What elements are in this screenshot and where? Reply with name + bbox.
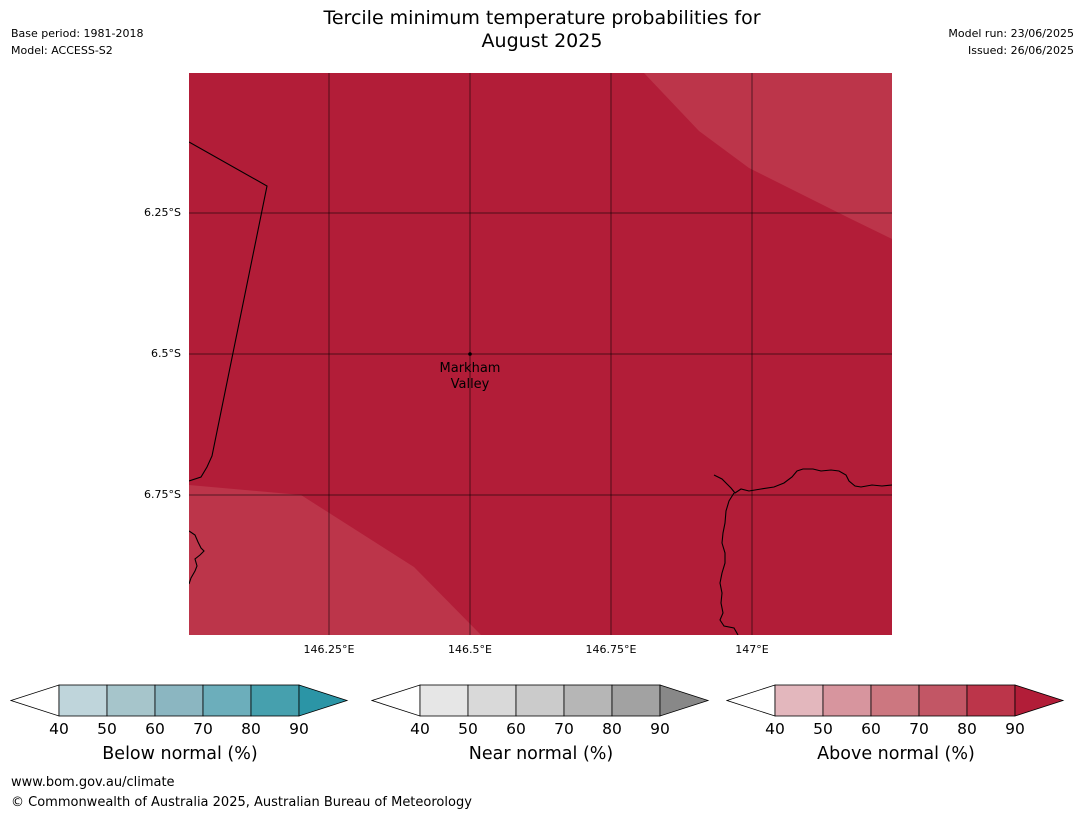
legend-tick-label: 50: [813, 720, 833, 738]
graticule: [189, 73, 892, 635]
legend-above-normal: Above normal (%) 40 50 60 70 80 90: [726, 684, 1066, 774]
legend-title-above-normal: Above normal (%): [817, 744, 975, 764]
colorbar-segment: [563, 684, 613, 717]
colorbar-segment: [106, 684, 156, 717]
colorbar-segment: [419, 684, 469, 717]
colorbar-segment: [966, 684, 1016, 717]
lon-label-146-75: 146.75°E: [585, 643, 637, 656]
colorbar-below-normal: [10, 684, 349, 717]
colorbar-arrow-high: [1014, 684, 1065, 717]
colorbar-arrow-low: [371, 684, 421, 717]
lon-label-146-5: 146.5°E: [448, 643, 492, 656]
province-border: [189, 141, 268, 482]
probability-field-70-80-southwest: [189, 485, 481, 635]
legend-near-normal: Near normal (%) 40 50 60 70 80 90: [371, 684, 711, 774]
lat-label-6-75: 6.75°S: [144, 488, 181, 501]
coastline-east: [713, 468, 892, 494]
metadata-right: Model run: 23/06/2025 Issued: 26/06/2025: [948, 25, 1074, 59]
legend-tick-label: 80: [602, 720, 622, 738]
issued-date: Issued: 26/06/2025: [967, 44, 1074, 57]
legend-tick-label: 90: [289, 720, 309, 738]
legend-tick-label: 40: [765, 720, 785, 738]
legend-tick-label: 70: [909, 720, 929, 738]
lat-label-6-5: 6.5°S: [151, 347, 181, 360]
legend-title-below-normal: Below normal (%): [102, 744, 258, 764]
colorbar-segment: [918, 684, 968, 717]
lon-label-146-25: 146.25°E: [303, 643, 355, 656]
page-title: Tercile minimum temperature probabilitie…: [242, 7, 842, 53]
colorbar-arrow-low: [10, 684, 60, 717]
colorbar-segment: [250, 684, 300, 717]
colorbar-near-normal: [371, 684, 710, 717]
legend-tick-label: 60: [861, 720, 881, 738]
legend-tick-label: 70: [193, 720, 213, 738]
model-run: Model run: 23/06/2025: [948, 27, 1074, 40]
title-line-2: August 2025: [481, 30, 603, 52]
title-line-1: Tercile minimum temperature probabilitie…: [323, 7, 761, 29]
coastlines-borders: [189, 141, 892, 635]
colorbar-arrow-high: [298, 684, 349, 717]
footer-copyright: © Commonwealth of Australia 2025, Austra…: [11, 795, 472, 810]
legend-tick-label: 40: [410, 720, 430, 738]
colorbar-segment: [870, 684, 920, 717]
place-label-line-1: Markham: [440, 361, 501, 376]
colorbar-segment: [467, 684, 517, 717]
coastline-river: [719, 492, 739, 635]
colorbar-segment: [58, 684, 108, 717]
legend-tick-label: 70: [554, 720, 574, 738]
footer-website: www.bom.gov.au/climate: [11, 775, 175, 790]
colorbar-segment: [822, 684, 872, 717]
legend-tick-label: 80: [957, 720, 977, 738]
colorbar-segment: [515, 684, 565, 717]
probability-field-70-80-northeast: [644, 73, 892, 239]
map-svg: Markham Valley: [189, 73, 892, 635]
legend-title-near-normal: Near normal (%): [468, 744, 614, 764]
legend-tick-label: 40: [49, 720, 69, 738]
lon-label-147: 147°E: [735, 643, 769, 656]
colorbar-segment: [611, 684, 661, 717]
model-name: Model: ACCESS-S2: [11, 44, 113, 57]
legend-tick-label: 50: [458, 720, 478, 738]
legend-tick-label: 90: [1005, 720, 1025, 738]
colorbar-above-normal: [726, 684, 1065, 717]
base-period: Base period: 1981-2018: [11, 27, 144, 40]
lat-label-6-25: 6.25°S: [144, 206, 181, 219]
metadata-left: Base period: 1981-2018 Model: ACCESS-S2: [11, 25, 143, 59]
colorbar-segment: [774, 684, 824, 717]
colorbar-segment: [154, 684, 204, 717]
map-panel: Markham Valley: [189, 73, 892, 635]
place-label-line-2: Valley: [451, 377, 490, 392]
legend-tick-label: 60: [506, 720, 526, 738]
colorbar-segment: [202, 684, 252, 717]
colorbar-arrow-high: [659, 684, 710, 717]
colorbar-arrow-low: [726, 684, 776, 717]
legend-tick-label: 60: [145, 720, 165, 738]
place-marker-markham-valley: [468, 352, 472, 356]
coastline-southwest: [189, 530, 205, 585]
legend-tick-label: 80: [241, 720, 261, 738]
legend-below-normal: Below normal (%) 40 50 60 70 80 90: [10, 684, 350, 774]
legend-tick-label: 90: [650, 720, 670, 738]
legend-tick-label: 50: [97, 720, 117, 738]
